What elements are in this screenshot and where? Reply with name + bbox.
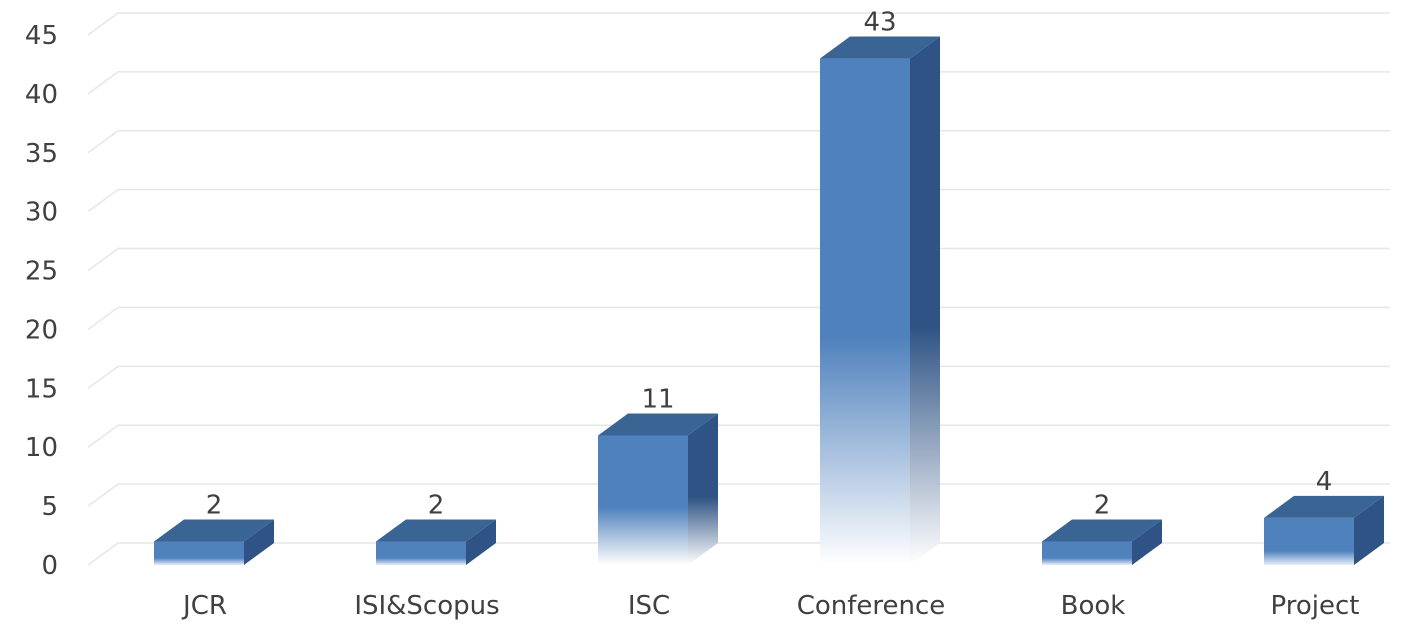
x-axis-categories: JCR ISI&Scopus ISC Conference Book Project <box>181 591 1359 621</box>
data-label: 2 <box>1094 490 1111 520</box>
bar-top <box>154 519 274 542</box>
y-tick-label: 40 <box>25 80 58 110</box>
bar-top <box>376 519 496 542</box>
bar-top <box>1042 519 1162 542</box>
y-tick-label: 45 <box>25 21 58 51</box>
data-label: 4 <box>1316 467 1333 497</box>
data-label: 2 <box>428 490 445 520</box>
gridline <box>87 247 1390 272</box>
bar-top <box>598 413 718 436</box>
bar <box>1042 519 1162 565</box>
bar-front <box>1042 541 1132 565</box>
gridline <box>87 71 1390 95</box>
gridline <box>87 483 1390 507</box>
bar-side <box>910 36 940 566</box>
data-label: 11 <box>641 384 674 414</box>
data-label: 2 <box>206 490 223 520</box>
bar-side <box>1132 519 1162 565</box>
y-tick-label: 25 <box>25 257 58 287</box>
bar <box>820 36 940 566</box>
y-tick-label: 10 <box>25 433 58 463</box>
gridline <box>87 306 1390 331</box>
x-category-label: Book <box>1061 591 1126 621</box>
bar-side <box>688 413 718 565</box>
y-tick-label: 20 <box>25 315 58 345</box>
bar-top <box>820 36 940 59</box>
y-tick-label: 15 <box>25 374 58 404</box>
gridline <box>87 542 1390 566</box>
y-tick-label: 5 <box>41 492 58 522</box>
data-labels-layer: 2 2 11 43 2 4 <box>206 8 1333 521</box>
bar-front <box>376 541 466 565</box>
y-tick-label: 0 <box>41 551 58 581</box>
bar-front <box>154 541 244 565</box>
x-category-label: ISC <box>628 591 670 621</box>
bar <box>154 519 274 565</box>
bar-side <box>1354 495 1384 565</box>
gridline <box>87 365 1390 389</box>
grid-layer <box>87 12 1390 566</box>
x-category-label: ISI&Scopus <box>354 591 499 621</box>
data-label: 43 <box>863 8 896 38</box>
bar-front <box>820 58 910 566</box>
gridline <box>87 130 1390 154</box>
y-tick-label: 35 <box>25 139 58 169</box>
y-tick-label: 30 <box>25 198 58 228</box>
gridline <box>87 424 1390 448</box>
bars-layer <box>154 36 1384 566</box>
bar-front <box>598 435 688 565</box>
x-category-label: Project <box>1271 591 1360 621</box>
bar <box>1264 495 1384 565</box>
x-category-label: JCR <box>181 591 227 621</box>
bar <box>376 519 496 565</box>
gridline <box>87 12 1390 36</box>
gridline <box>87 188 1390 213</box>
x-category-label: Conference <box>797 591 946 621</box>
bar-side <box>244 519 274 565</box>
bar-front <box>1264 517 1354 565</box>
y-axis-ticks: 0 5 10 15 20 25 30 35 40 45 <box>25 21 58 581</box>
bar-top <box>1264 495 1384 518</box>
bar <box>598 413 718 565</box>
bar-side <box>466 519 496 565</box>
